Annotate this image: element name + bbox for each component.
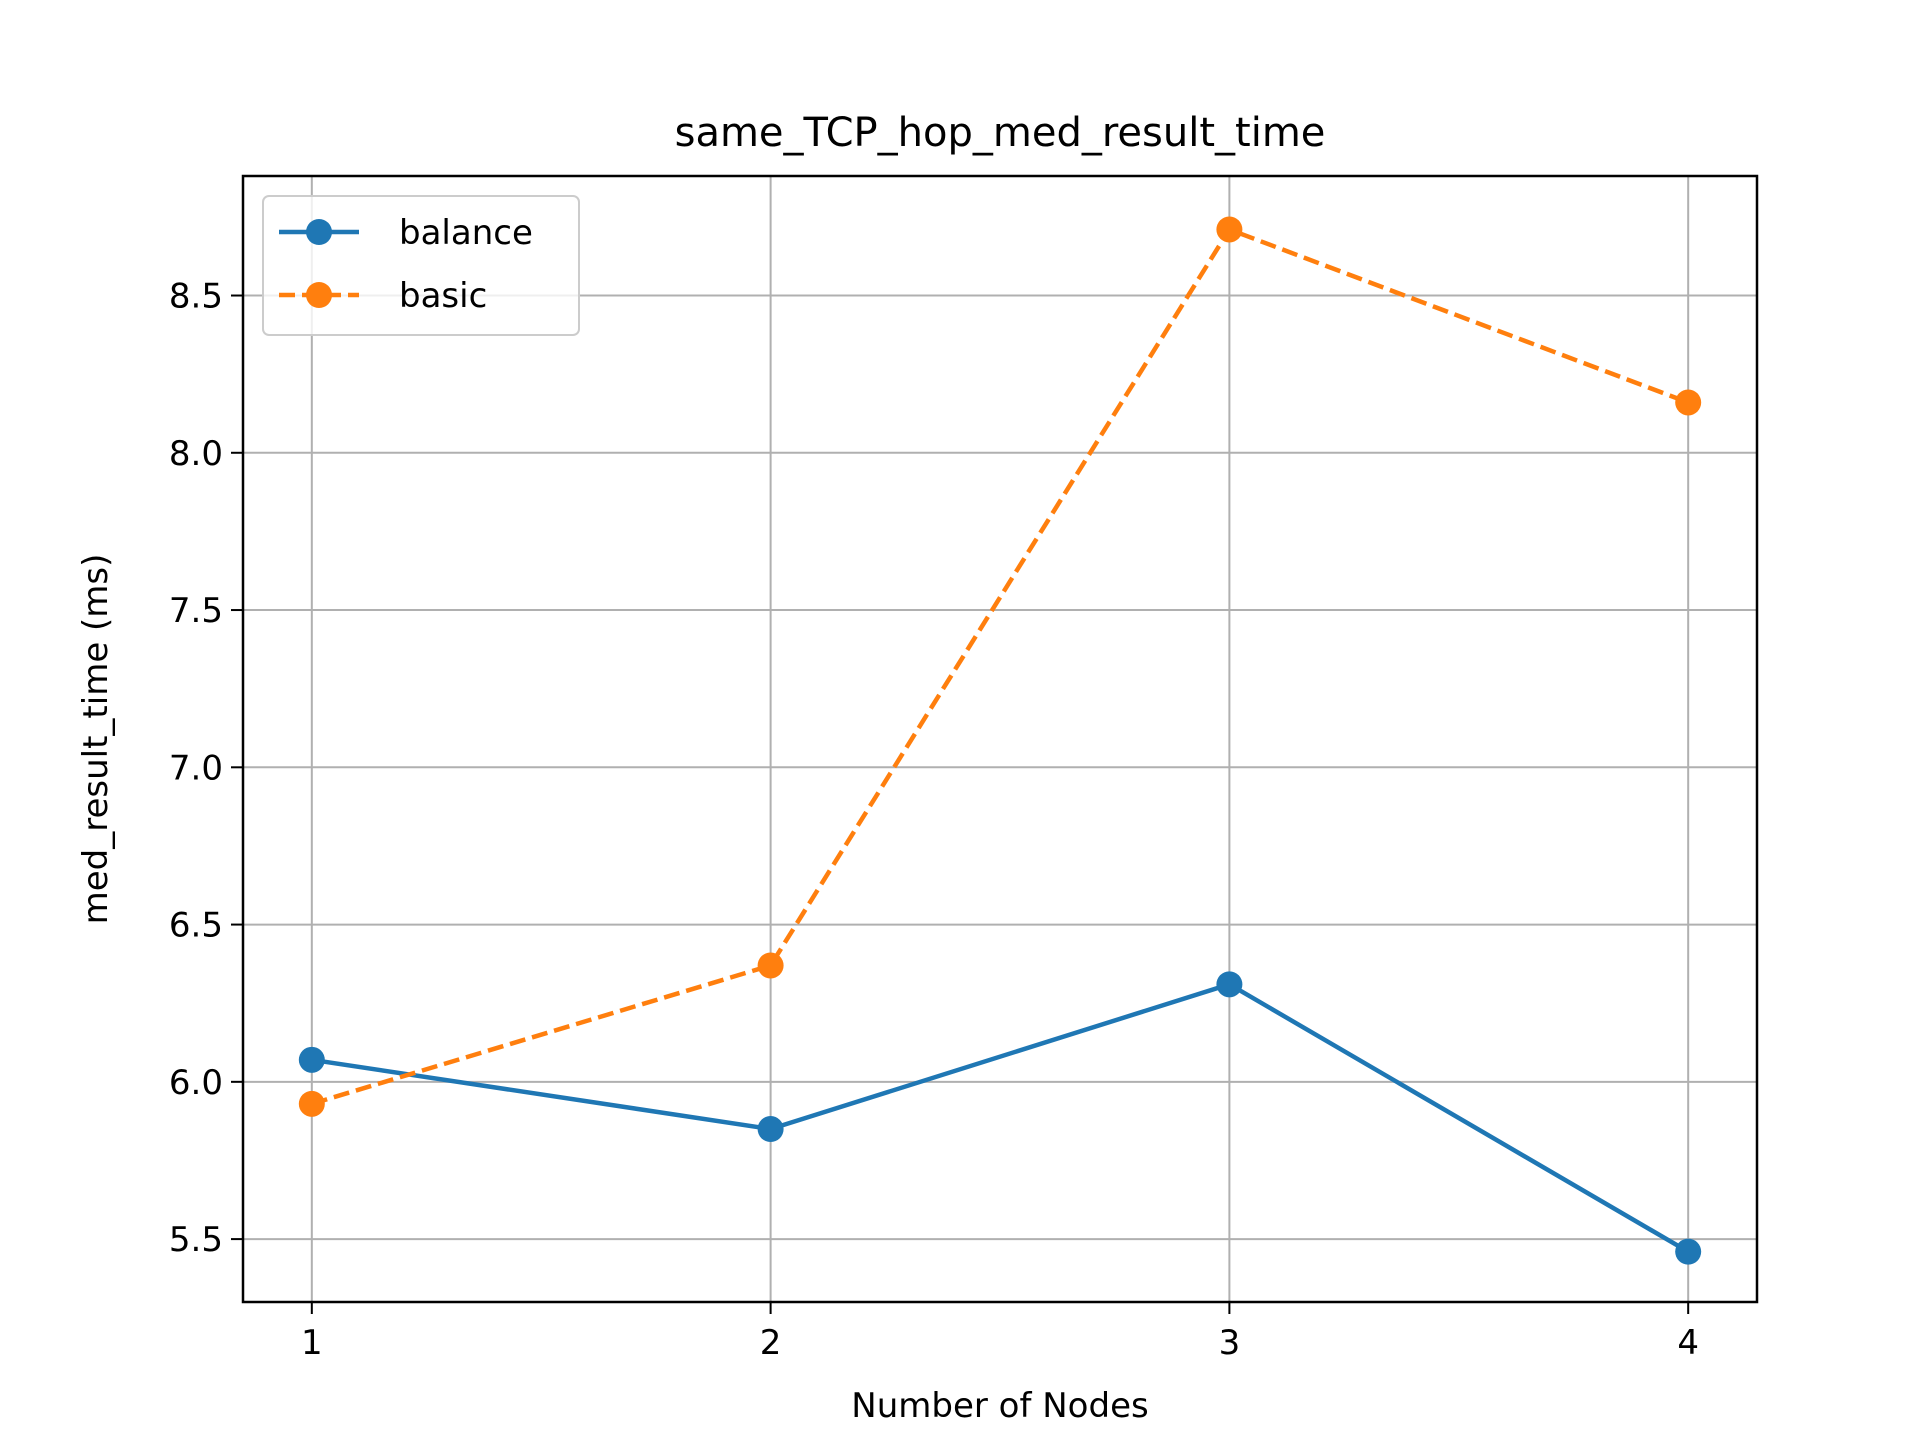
y-tick-label: 7.5 <box>169 591 223 631</box>
chart-title: same_TCP_hop_med_result_time <box>675 110 1326 156</box>
x-axis-label: Number of Nodes <box>851 1386 1148 1426</box>
x-tick-label: 1 <box>301 1323 323 1363</box>
data-point-basic <box>298 1090 325 1117</box>
series-line-basic <box>311 227 1689 1107</box>
data-point-basic <box>1675 389 1702 416</box>
y-tick-label: 6.0 <box>169 1063 223 1103</box>
y-tick-label: 7.0 <box>169 748 223 788</box>
x-tick-label: 2 <box>760 1323 782 1363</box>
series-layer <box>298 216 1702 1265</box>
y-tick-label: 5.5 <box>169 1220 223 1260</box>
y-tick-label: 8.5 <box>169 277 223 317</box>
data-point-basic <box>757 952 784 979</box>
data-point-balance <box>298 1046 325 1073</box>
legend: balance basic <box>262 195 580 336</box>
x-tick-label: 3 <box>1219 1323 1241 1363</box>
data-point-balance <box>1216 971 1243 998</box>
legend-label-balance: balance <box>399 213 533 253</box>
y-axis-label: med_result_time (ms) <box>76 554 116 925</box>
legend-marker-balance <box>306 219 332 245</box>
legend-label-basic: basic <box>399 276 487 316</box>
data-point-balance <box>1675 1238 1702 1265</box>
y-tick-label: 8.0 <box>169 434 223 474</box>
tick-layer: 1 2 3 4 5.5 6.0 6.5 7.0 7.5 8.0 8.5 <box>169 277 1699 1363</box>
y-tick-label: 6.5 <box>169 906 223 946</box>
x-tick-label: 4 <box>1677 1323 1699 1363</box>
plot-area-frame <box>241 174 1759 1304</box>
legend-marker-basic <box>306 282 332 308</box>
data-point-basic <box>1216 216 1243 243</box>
series-line-balance <box>311 982 1690 1254</box>
data-point-balance <box>757 1116 784 1143</box>
